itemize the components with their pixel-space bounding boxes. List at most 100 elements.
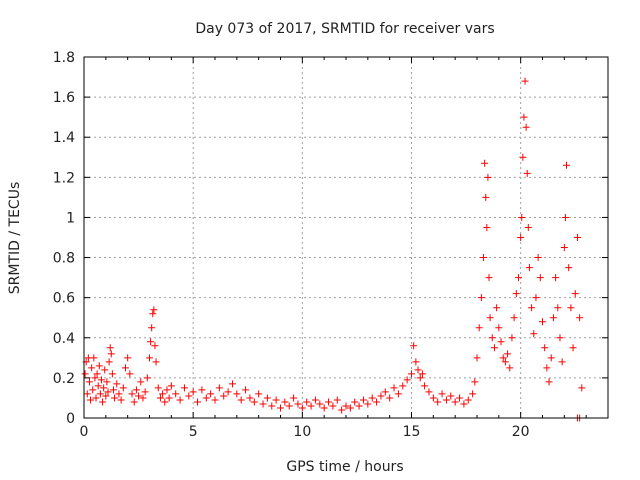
data-point (333, 396, 341, 404)
data-point (519, 153, 527, 161)
data-point (159, 390, 167, 398)
data-point (151, 342, 159, 350)
data-point (482, 193, 490, 201)
data-point (91, 374, 99, 382)
data-point (460, 400, 468, 408)
data-point (154, 384, 162, 392)
x-tick-label: 0 (80, 424, 89, 440)
data-point (373, 398, 381, 406)
y-tick-label: 1.4 (53, 130, 75, 146)
data-point (83, 390, 91, 398)
data-point (146, 354, 153, 362)
data-point (541, 344, 549, 352)
data-point (202, 394, 210, 402)
data-point (316, 400, 324, 408)
y-tick-label: 0.4 (53, 331, 75, 347)
data-point (549, 314, 557, 322)
y-tick-label: 0 (66, 411, 75, 427)
data-point (539, 318, 546, 326)
x-tick-label: 15 (403, 424, 421, 440)
data-point (464, 396, 472, 404)
data-point (469, 390, 477, 398)
data-point (561, 213, 569, 221)
y-tick-label: 1.6 (53, 90, 75, 106)
chart-title: Day 073 of 2017, SRMTID for receiver var… (195, 21, 494, 37)
data-point (135, 392, 143, 400)
data-point (281, 398, 289, 406)
data-point (351, 398, 359, 406)
data-point (81, 370, 89, 378)
data-point (434, 398, 442, 406)
data-point (94, 382, 102, 390)
data-point (429, 394, 437, 402)
data-point (456, 394, 464, 402)
y-tick-label: 0.8 (53, 251, 75, 267)
data-point (390, 384, 398, 392)
data-point (163, 386, 171, 394)
data-point (85, 378, 93, 386)
data-point (311, 396, 319, 404)
data-point (215, 384, 223, 392)
data-point (207, 390, 215, 398)
data-point (512, 290, 520, 298)
data-point (121, 364, 129, 372)
data-point (412, 358, 420, 366)
data-point (143, 374, 151, 382)
data-point (141, 388, 149, 396)
data-point (530, 330, 538, 338)
data-point (268, 402, 276, 410)
data-point (414, 366, 422, 374)
data-point (307, 402, 315, 410)
data-point (185, 392, 193, 400)
data-point (425, 388, 433, 396)
data-point (545, 378, 553, 386)
data-point (117, 396, 125, 404)
data-point (88, 364, 96, 372)
data-point (237, 396, 245, 404)
data-point (567, 304, 575, 312)
data-point (442, 396, 450, 404)
data-point (534, 254, 542, 262)
data-point (152, 358, 160, 366)
data-point (172, 390, 180, 398)
data-point (438, 390, 446, 398)
data-point (298, 404, 306, 412)
data-point (126, 370, 134, 378)
data-point (92, 394, 100, 402)
data-point (96, 390, 104, 398)
y-tick-label: 1.8 (53, 50, 75, 66)
data-point (242, 386, 250, 394)
data-points (81, 77, 586, 422)
data-point (520, 113, 528, 121)
data-point (139, 394, 147, 402)
data-point (418, 370, 426, 378)
data-point (161, 398, 169, 406)
data-point (338, 406, 346, 414)
y-axis-label: SRMTID / TECUs (7, 182, 23, 295)
data-point (504, 350, 512, 358)
data-point (569, 344, 577, 352)
data-point (547, 354, 555, 362)
data-point (578, 384, 586, 392)
data-point (150, 306, 158, 314)
data-point (329, 402, 337, 410)
data-point (198, 386, 206, 394)
data-point (303, 398, 311, 406)
data-point (573, 234, 581, 241)
data-point (481, 159, 489, 167)
data-point (473, 354, 481, 362)
data-point (364, 400, 372, 408)
data-point (528, 304, 536, 312)
data-point (394, 390, 402, 398)
x-tick-label: 10 (293, 424, 311, 440)
data-point (359, 396, 367, 404)
data-point (285, 402, 293, 410)
data-point (277, 404, 284, 412)
plot-frame (83, 56, 609, 419)
data-point (485, 274, 493, 282)
data-point (103, 378, 111, 386)
data-point (176, 396, 184, 404)
data-point (475, 324, 483, 332)
data-point (90, 354, 98, 362)
data-point (377, 392, 385, 400)
